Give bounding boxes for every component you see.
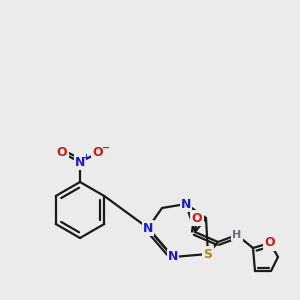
- Text: O: O: [192, 212, 202, 224]
- Text: +: +: [82, 152, 89, 161]
- Text: O: O: [93, 146, 103, 160]
- Text: S: S: [203, 248, 212, 260]
- Text: −: −: [102, 143, 110, 153]
- Text: O: O: [265, 236, 275, 250]
- Text: N: N: [168, 250, 178, 263]
- Text: N: N: [181, 197, 191, 211]
- Text: H: H: [232, 230, 242, 240]
- Text: N: N: [143, 221, 153, 235]
- Text: N: N: [75, 155, 85, 169]
- Text: O: O: [57, 146, 67, 160]
